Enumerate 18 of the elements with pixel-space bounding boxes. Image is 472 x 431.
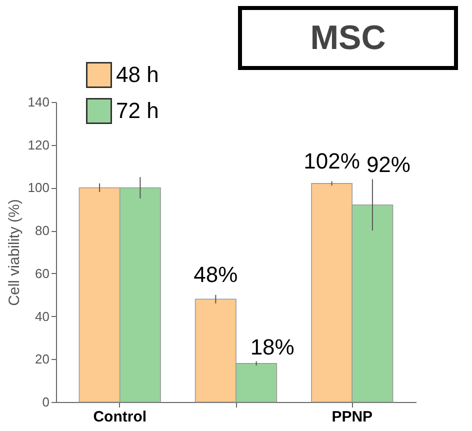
data-label: 102% <box>304 148 360 174</box>
y-tick-label: 120 <box>28 137 50 152</box>
y-tick-label: 20 <box>35 352 50 367</box>
y-tick-label: 140 <box>28 94 50 110</box>
x-tick-label: Control <box>93 408 147 426</box>
data-label: 92% <box>366 152 410 178</box>
x-tick-label: PPNP <box>332 408 373 426</box>
y-tick-label: 0 <box>42 394 50 410</box>
data-label: 48% <box>194 262 238 287</box>
legend-label: 48 h <box>116 62 159 87</box>
data-label: 18% <box>250 334 294 360</box>
y-tick-label: 40 <box>35 308 50 324</box>
y-axis-title: Cell viability (%) <box>6 199 23 306</box>
y-tick-label: 60 <box>35 266 50 281</box>
chart-title: MSC <box>238 6 458 70</box>
y-tick-label: 100 <box>28 180 50 196</box>
y-tick-label: 80 <box>35 223 50 238</box>
legend-label: 72 h <box>116 98 159 123</box>
